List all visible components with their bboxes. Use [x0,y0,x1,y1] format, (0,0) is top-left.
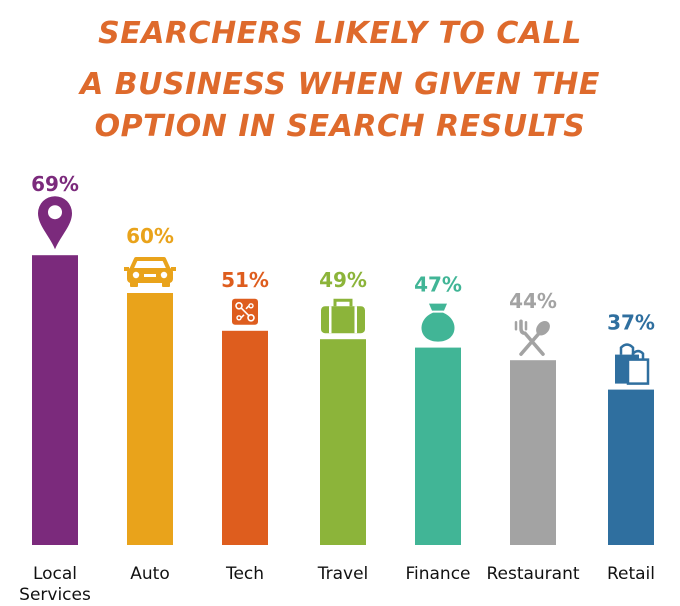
icons-group [38,196,650,385]
value-label-3: 49% [319,268,367,292]
map-pin-icon [38,196,72,250]
category-label-1: Auto [130,564,169,584]
category-label-6: Retail [607,564,655,584]
value-label-0: 69% [31,172,79,196]
category-label-3: Travel [317,564,369,584]
car-icon [124,257,176,287]
money-bag-icon [421,303,455,342]
bar-2 [222,330,268,545]
bar-1 [127,293,173,545]
category-label-0-line-0: Local [33,564,77,584]
bar-5 [510,360,556,545]
circuit-icon [232,298,258,325]
bar-6 [608,389,654,545]
bar-4 [415,347,461,545]
fork-spoon-icon [514,319,550,356]
chart-title-line-3: OPTION IN SEARCH RESULTS [94,109,586,144]
value-label-1: 60% [126,224,174,248]
category-label-0-line-1: Services [19,585,91,605]
value-label-6: 37% [607,311,655,335]
chart-title-line-1: SEARCHERS LIKELY TO CALL [98,16,582,51]
value-label-4: 47% [414,273,462,297]
suitcase-icon [321,298,365,334]
value-labels-group: 69% 60% 51% 49% 47% 44% 37% [31,172,655,334]
bars-group [32,255,654,545]
shopping-bags-icon [615,343,650,385]
bar-0 [32,255,78,545]
category-label-5: Restaurant [486,564,579,584]
category-label-4: Finance [405,564,470,584]
value-label-5: 44% [509,289,557,313]
value-label-2: 51% [221,268,269,292]
bar-3 [320,339,366,545]
category-label-2: Tech [225,564,264,584]
chart-title-line-2: A BUSINESS WHEN GIVEN THE [80,67,600,102]
